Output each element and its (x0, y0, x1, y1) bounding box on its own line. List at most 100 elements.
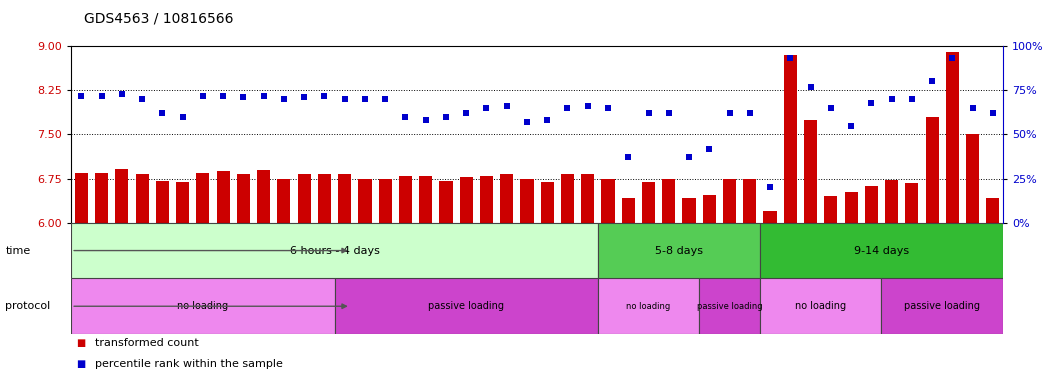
Text: percentile rank within the sample: percentile rank within the sample (95, 359, 283, 369)
Bar (217, 171, 229, 223)
Text: 5-8 days: 5-8 days (655, 245, 703, 256)
Bar (804, 120, 817, 223)
Bar (760, 223, 1003, 278)
Bar (277, 179, 290, 223)
Bar (598, 278, 699, 334)
Bar (237, 174, 250, 223)
Bar (966, 134, 979, 223)
Point (295, 94, 312, 100)
Bar (74, 173, 88, 223)
Bar (71, 223, 598, 278)
Point (782, 55, 799, 61)
Bar (882, 278, 1003, 334)
Bar (500, 174, 513, 223)
Bar (196, 173, 209, 223)
Bar (115, 169, 129, 223)
Point (843, 122, 860, 129)
Point (174, 114, 191, 120)
Bar (379, 179, 392, 223)
Point (134, 96, 151, 102)
Point (823, 105, 840, 111)
Point (681, 154, 697, 161)
Text: 9-14 days: 9-14 days (854, 245, 909, 256)
Bar (540, 182, 554, 223)
Point (984, 110, 1001, 116)
Point (802, 84, 819, 90)
Bar (520, 179, 534, 223)
Point (640, 110, 656, 116)
Text: passive loading: passive loading (428, 301, 505, 311)
Point (761, 184, 778, 190)
Point (498, 103, 515, 109)
Point (863, 99, 879, 106)
Bar (683, 198, 695, 223)
Point (721, 110, 738, 116)
Bar (760, 278, 882, 334)
Bar (699, 278, 760, 334)
Point (357, 96, 374, 102)
Point (418, 117, 435, 123)
Point (154, 110, 171, 116)
Bar (335, 278, 598, 334)
Bar (358, 179, 372, 223)
Bar (945, 52, 959, 223)
Bar (561, 174, 574, 223)
Point (215, 93, 231, 99)
Point (923, 78, 940, 84)
Bar (156, 181, 169, 223)
Text: passive loading: passive loading (905, 301, 980, 311)
Bar (662, 179, 675, 223)
Point (73, 93, 90, 99)
Bar (258, 170, 270, 223)
Bar (338, 174, 351, 223)
Point (275, 96, 292, 102)
Point (255, 93, 272, 99)
Text: ■: ■ (76, 338, 86, 348)
Bar (885, 180, 898, 223)
Bar (601, 179, 615, 223)
Bar (71, 278, 335, 334)
Point (661, 110, 677, 116)
Bar (824, 196, 838, 223)
Text: protocol: protocol (5, 301, 50, 311)
Bar (784, 55, 797, 223)
Point (316, 93, 333, 99)
Bar (598, 223, 760, 278)
Bar (865, 186, 878, 223)
Text: no loading: no loading (795, 301, 846, 311)
Text: passive loading: passive loading (696, 302, 762, 311)
Bar (318, 174, 331, 223)
Bar (399, 175, 413, 223)
Point (458, 110, 474, 116)
Bar (642, 182, 655, 223)
Text: transformed count: transformed count (95, 338, 199, 348)
Bar (906, 183, 918, 223)
Bar (743, 179, 756, 223)
Bar (460, 177, 473, 223)
Point (377, 96, 394, 102)
Point (93, 93, 110, 99)
Point (559, 105, 576, 111)
Text: no loading: no loading (626, 302, 671, 311)
Point (195, 93, 211, 99)
Bar (95, 173, 108, 223)
Text: time: time (5, 245, 30, 256)
Text: GDS4563 / 10816566: GDS4563 / 10816566 (84, 12, 233, 25)
Bar (986, 198, 1000, 223)
Point (478, 105, 495, 111)
Bar (581, 174, 595, 223)
Bar (480, 175, 493, 223)
Point (518, 119, 535, 125)
Bar (723, 179, 736, 223)
Point (620, 154, 637, 161)
Text: ■: ■ (76, 359, 86, 369)
Point (579, 103, 596, 109)
Point (113, 91, 130, 97)
Text: no loading: no loading (177, 301, 228, 311)
Bar (926, 117, 939, 223)
Point (600, 105, 617, 111)
Point (539, 117, 556, 123)
Bar (176, 182, 190, 223)
Point (964, 105, 981, 111)
Bar (135, 174, 149, 223)
